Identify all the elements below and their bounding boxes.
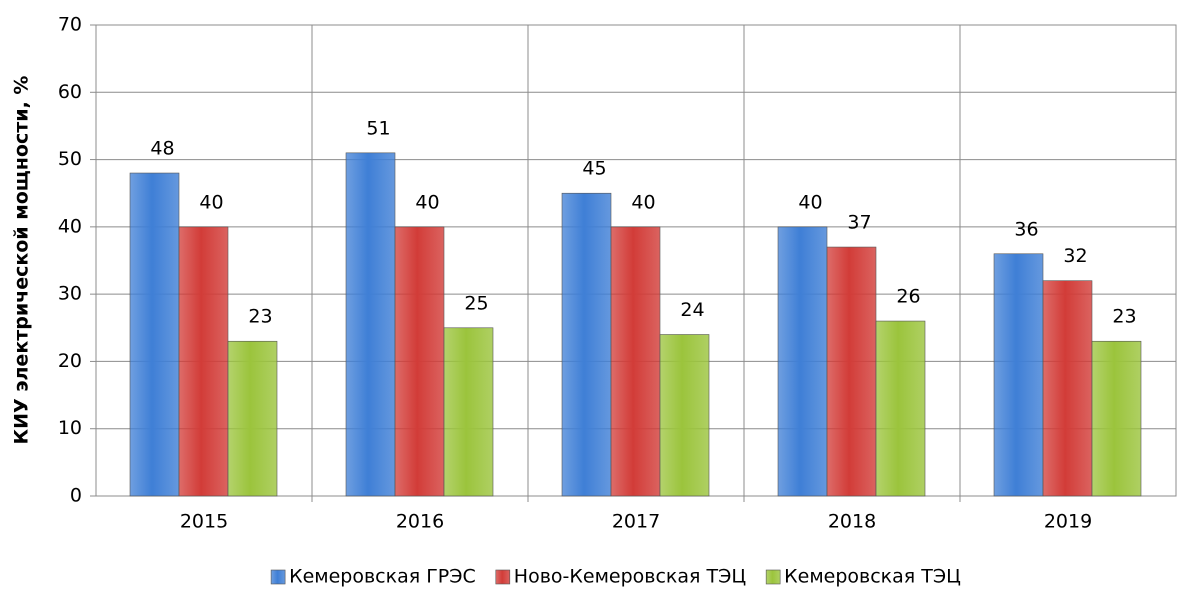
data-label: 32 [1063, 245, 1087, 267]
bar [993, 253, 1044, 497]
y-tick-label: 50 [58, 148, 82, 170]
bar [826, 246, 877, 497]
bar [178, 226, 229, 497]
bar [129, 172, 180, 497]
data-label: 37 [847, 212, 871, 234]
data-label: 23 [1112, 306, 1136, 328]
data-label: 40 [199, 191, 223, 213]
x-tick-label: 2017 [612, 511, 660, 533]
y-tick-label: 20 [58, 350, 82, 372]
x-tick-label: 2019 [1044, 511, 1092, 533]
legend-swatch [495, 569, 511, 585]
y-tick-label: 30 [58, 283, 82, 305]
bar [561, 192, 612, 497]
y-tick-label: 0 [70, 485, 82, 507]
y-tick-label: 40 [58, 215, 82, 237]
y-tick-label: 70 [58, 14, 82, 36]
data-label: 40 [798, 191, 822, 213]
data-label: 51 [366, 117, 390, 139]
x-tick-label: 2018 [828, 511, 876, 533]
y-tick-label: 60 [58, 81, 82, 103]
bar [610, 226, 661, 497]
bar [777, 226, 828, 497]
bar [443, 327, 494, 497]
bar [659, 334, 710, 497]
x-tick-label: 2015 [180, 511, 228, 533]
data-label: 40 [631, 191, 655, 213]
bar [875, 320, 926, 497]
bar [394, 226, 445, 497]
bar [1091, 340, 1142, 497]
legend-label: Кемеровская ГРЭС [289, 566, 476, 588]
data-label: 23 [248, 306, 272, 328]
data-label: 40 [415, 191, 439, 213]
x-tick-label: 2016 [396, 511, 444, 533]
legend-swatch [270, 569, 286, 585]
y-tick-label: 10 [58, 417, 82, 439]
data-label: 48 [150, 138, 174, 160]
y-axis-title: КИУ электрической мощности, % [11, 76, 33, 445]
data-label: 36 [1014, 218, 1038, 240]
bar [345, 152, 396, 497]
legend-label: Ново-Кемеровская ТЭЦ [514, 566, 746, 588]
legend: Кемеровская ГРЭС Ново-Кемеровская ТЭЦ Кеме… [270, 566, 961, 588]
data-label: 25 [464, 292, 488, 314]
bar [1042, 280, 1093, 497]
data-label: 45 [582, 158, 606, 180]
legend-label: Кемеровская ТЭЦ [784, 566, 961, 588]
data-label: 26 [896, 286, 920, 308]
bar [227, 340, 278, 497]
data-label: 24 [680, 299, 704, 321]
legend-swatch [765, 569, 781, 585]
